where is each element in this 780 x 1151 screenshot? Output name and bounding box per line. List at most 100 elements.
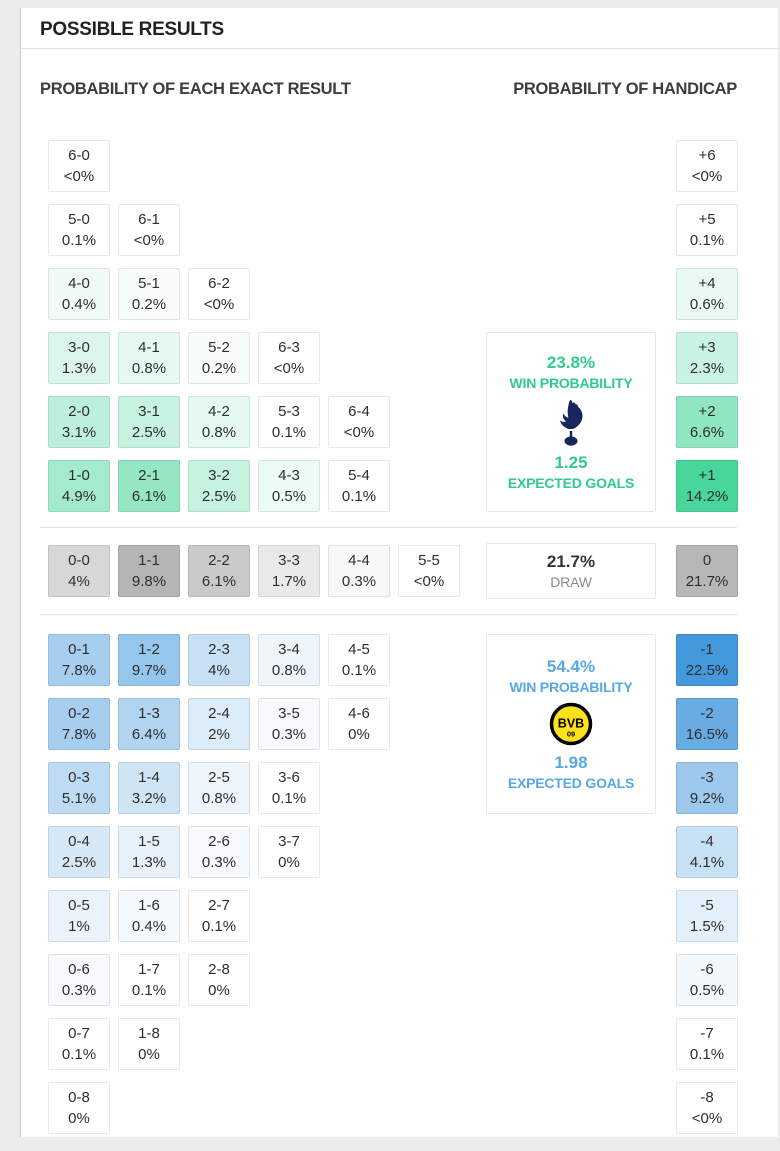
handicap-line-label: +1: [698, 467, 716, 484]
score-label: 0-8: [68, 1089, 90, 1106]
handicap-line-label: +4: [698, 275, 716, 292]
probability-label: 1.3%: [131, 854, 167, 871]
possible-results-panel: POSSIBLE RESULTS PROBABILITY OF EACH EXA…: [20, 8, 778, 1137]
draw-result-cell: 0-0 4%: [48, 545, 110, 597]
away-result-cell: 4-6 0%: [328, 698, 390, 750]
handicap-away-cell: -1 22.5%: [676, 634, 738, 686]
draw-label: DRAW: [550, 574, 592, 590]
probability-label: 0.8%: [131, 360, 167, 377]
probability-label: 0%: [138, 1046, 160, 1063]
home-result-cell: 5-4 0.1%: [328, 460, 390, 512]
probability-label: 0%: [348, 726, 370, 743]
home-expected-goals-label: EXPECTED GOALS: [507, 475, 635, 491]
probability-label: 0.1%: [131, 982, 167, 999]
probability-label: 0.8%: [201, 790, 237, 807]
away-win-summary-card: 54.4% WIN PROBABILITY BVB 09 1.98 EXPEC: [486, 634, 656, 814]
away-result-cell: 0-5 1%: [48, 890, 110, 942]
score-label: 5-4: [348, 467, 370, 484]
score-label: 2-7: [208, 897, 230, 914]
probability-label: <0%: [413, 573, 445, 590]
home-result-cell: 4-3 0.5%: [258, 460, 320, 512]
score-label: 1-5: [138, 833, 160, 850]
away-expected-goals: 1.98: [554, 753, 588, 772]
score-label: 2-5: [208, 769, 230, 786]
handicap-away-cell: -4 4.1%: [676, 826, 738, 878]
away-result-cell: 0-6 0.3%: [48, 954, 110, 1006]
exact-result-title: PROBABILITY OF EACH EXACT RESULT: [40, 80, 351, 98]
handicap-line-label: +6: [698, 147, 716, 164]
score-label: 3-7: [278, 833, 300, 850]
probability-label: 0%: [208, 982, 230, 999]
score-label: 1-4: [138, 769, 160, 786]
section-titles-row: PROBABILITY OF EACH EXACT RESULT PROBABI…: [40, 79, 737, 99]
score-label: 5-1: [138, 275, 160, 292]
probability-label: 1%: [68, 918, 90, 935]
home-win-band: 6-0 <0% 5-0 0.1% 6-1 <0% 4-0 0.4% 5-1 0.2% 6-2 <0% 3…: [40, 140, 738, 512]
score-label: 3-5: [278, 705, 300, 722]
probability-label: 2.3%: [689, 360, 725, 377]
probability-label: 0.1%: [271, 424, 307, 441]
probability-label: 0%: [278, 854, 300, 871]
score-label: 1-1: [138, 552, 160, 569]
probability-label: 22.5%: [685, 662, 729, 679]
score-label: 0-5: [68, 897, 90, 914]
score-label: 1-0: [68, 467, 90, 484]
handicap-away-cell: -6 0.5%: [676, 954, 738, 1006]
home-expected-goals: 1.25: [554, 453, 588, 472]
probability-label: 6.4%: [131, 726, 167, 743]
score-label: 6-1: [138, 211, 160, 228]
home-result-cell: 3-1 2.5%: [118, 396, 180, 448]
home-result-cell: 6-1 <0%: [118, 204, 180, 256]
score-label: 3-3: [278, 552, 300, 569]
handicap-title: PROBABILITY OF HANDICAP: [513, 80, 737, 98]
away-handicap-column: -1 22.5% -2 16.5% -3 9.2% -4 4.1% -5 1.5% -6 0.5% -7…: [676, 634, 738, 1134]
home-result-cell: 5-3 0.1%: [258, 396, 320, 448]
away-result-cell: 1-8 0%: [118, 1018, 180, 1070]
probability-label: 14.2%: [685, 488, 729, 505]
probability-label: 0.8%: [271, 662, 307, 679]
score-label: 5-2: [208, 339, 230, 356]
probability-label: 0%: [68, 1110, 90, 1127]
away-result-cell: 3-4 0.8%: [258, 634, 320, 686]
away-result-cell: 2-5 0.8%: [188, 762, 250, 814]
score-label: 1-3: [138, 705, 160, 722]
probability-label: 6.1%: [131, 488, 167, 505]
score-label: 0-4: [68, 833, 90, 850]
home-result-cell: 3-0 1.3%: [48, 332, 110, 384]
away-result-cell: 1-5 1.3%: [118, 826, 180, 878]
score-label: 2-6: [208, 833, 230, 850]
home-summary-column: 23.8% WIN PROBABILITY 1.25 EXPECTED G: [486, 140, 656, 512]
score-label: 1-2: [138, 641, 160, 658]
away-win-probability-label: WIN PROBABILITY: [509, 679, 633, 695]
probability-label: 0.1%: [689, 232, 725, 249]
probability-label: 0.1%: [201, 918, 237, 935]
probability-label: 16.5%: [685, 726, 729, 743]
probability-label: <0%: [343, 424, 375, 441]
score-label: 3-0: [68, 339, 90, 356]
away-result-cell: 2-4 2%: [188, 698, 250, 750]
score-label: 4-4: [348, 552, 370, 569]
away-result-cell: 0-8 0%: [48, 1082, 110, 1134]
probability-label: <0%: [63, 168, 95, 185]
away-result-cell: 1-3 6.4%: [118, 698, 180, 750]
home-result-cell: 2-1 6.1%: [118, 460, 180, 512]
probability-label: 9.8%: [131, 573, 167, 590]
home-result-cell: 6-4 <0%: [328, 396, 390, 448]
home-handicap-column: +6 <0% +5 0.1% +4 0.6% +3 2.3% +2 6.6% +1 14.2%: [676, 140, 738, 512]
away-expected-goals-label: EXPECTED GOALS: [507, 775, 635, 791]
handicap-line-label: -5: [700, 897, 714, 914]
divider-above-draw: [40, 527, 737, 528]
divider-below-draw: [40, 614, 737, 615]
score-label: 3-4: [278, 641, 300, 658]
home-result-cell: 1-0 4.9%: [48, 460, 110, 512]
probability-label: 2.5%: [131, 424, 167, 441]
score-label: 5-5: [418, 552, 440, 569]
away-win-band: 0-1 7.8% 1-2 9.7% 2-3 4% 3-4 0.8% 4-5 0.1% 0-2 7.8%…: [40, 634, 738, 1134]
score-label: 4-6: [348, 705, 370, 722]
probability-label: 1.7%: [271, 573, 307, 590]
page-title: POSSIBLE RESULTS: [40, 19, 224, 40]
draw-result-cell: 2-2 6.1%: [188, 545, 250, 597]
probability-label: 4.1%: [689, 854, 725, 871]
score-label: 3-2: [208, 467, 230, 484]
probability-label: 0.4%: [61, 296, 97, 313]
